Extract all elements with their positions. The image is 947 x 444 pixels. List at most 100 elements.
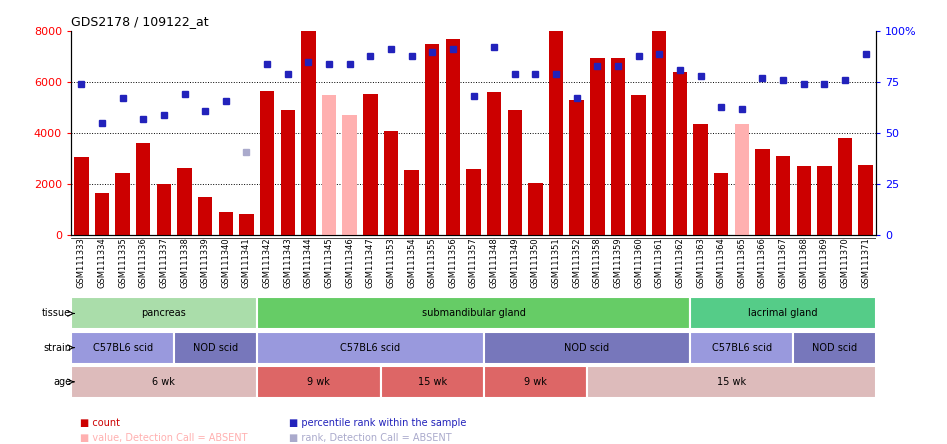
Text: GSM111360: GSM111360 <box>634 238 643 288</box>
Bar <box>259 91 275 235</box>
Text: GSM111334: GSM111334 <box>98 238 106 288</box>
Text: GSM111349: GSM111349 <box>510 238 519 288</box>
Text: GSM111359: GSM111359 <box>614 238 622 288</box>
Bar <box>484 366 587 398</box>
Text: GSM111363: GSM111363 <box>696 238 705 289</box>
Bar <box>587 366 876 398</box>
Bar <box>858 165 873 235</box>
Bar <box>198 197 212 235</box>
Text: GSM111353: GSM111353 <box>386 238 396 288</box>
Text: ■ count: ■ count <box>80 418 120 428</box>
Text: GDS2178 / 109122_at: GDS2178 / 109122_at <box>71 16 208 28</box>
Bar <box>156 184 171 235</box>
Text: GSM111357: GSM111357 <box>469 238 478 288</box>
Bar <box>690 297 876 329</box>
Text: GSM111338: GSM111338 <box>180 238 189 289</box>
Text: age: age <box>53 377 71 387</box>
Text: GSM111370: GSM111370 <box>841 238 849 288</box>
Text: GSM111371: GSM111371 <box>861 238 870 288</box>
Text: GSM111340: GSM111340 <box>222 238 230 288</box>
Text: GSM111364: GSM111364 <box>717 238 725 288</box>
Text: GSM111339: GSM111339 <box>201 238 209 288</box>
Bar <box>219 212 233 235</box>
Text: GSM111344: GSM111344 <box>304 238 313 288</box>
Text: GSM111368: GSM111368 <box>799 238 808 289</box>
Bar <box>776 156 791 235</box>
Text: pancreas: pancreas <box>141 309 187 318</box>
Text: GSM111358: GSM111358 <box>593 238 602 288</box>
Text: 9 wk: 9 wk <box>307 377 331 387</box>
Bar <box>136 143 151 235</box>
Bar <box>735 124 749 235</box>
Bar <box>484 332 690 364</box>
Bar <box>693 124 707 235</box>
Bar <box>343 115 357 235</box>
Bar <box>714 173 728 235</box>
Text: GSM111342: GSM111342 <box>262 238 272 288</box>
Text: 15 wk: 15 wk <box>418 377 447 387</box>
Text: GSM111362: GSM111362 <box>675 238 685 288</box>
Bar <box>611 58 625 235</box>
Bar <box>794 332 876 364</box>
Text: tissue: tissue <box>42 309 71 318</box>
Text: lacrimal gland: lacrimal gland <box>748 309 818 318</box>
Text: ■ value, Detection Call = ABSENT: ■ value, Detection Call = ABSENT <box>80 433 248 444</box>
Bar <box>549 31 563 235</box>
Bar <box>796 166 811 235</box>
Bar <box>363 94 378 235</box>
Text: GSM111351: GSM111351 <box>551 238 561 288</box>
Bar <box>71 332 174 364</box>
Text: GSM111345: GSM111345 <box>325 238 333 288</box>
Bar <box>301 31 315 235</box>
Text: GSM111355: GSM111355 <box>428 238 437 288</box>
Text: GSM111352: GSM111352 <box>572 238 581 288</box>
Text: NOD scid: NOD scid <box>813 343 857 353</box>
Text: GSM111366: GSM111366 <box>758 238 767 289</box>
Bar <box>487 92 501 235</box>
Text: NOD scid: NOD scid <box>564 343 610 353</box>
Text: submandibular gland: submandibular gland <box>421 309 526 318</box>
Bar <box>446 39 460 235</box>
Text: GSM111346: GSM111346 <box>345 238 354 288</box>
Bar <box>240 214 254 235</box>
Bar <box>174 332 257 364</box>
Text: GSM111347: GSM111347 <box>366 238 375 288</box>
Bar <box>322 95 336 235</box>
Bar <box>590 58 604 235</box>
Text: strain: strain <box>43 343 71 353</box>
Text: GSM111350: GSM111350 <box>531 238 540 288</box>
Text: 15 wk: 15 wk <box>717 377 746 387</box>
Bar <box>404 170 419 235</box>
Bar <box>257 297 690 329</box>
Bar <box>71 297 257 329</box>
Text: GSM111348: GSM111348 <box>490 238 499 288</box>
Bar <box>466 169 481 235</box>
Text: GSM111361: GSM111361 <box>654 238 664 288</box>
Text: GSM111367: GSM111367 <box>778 238 788 289</box>
Bar <box>257 332 484 364</box>
Bar <box>384 131 398 235</box>
Bar <box>71 366 257 398</box>
Text: GSM111365: GSM111365 <box>738 238 746 288</box>
Bar <box>528 183 543 235</box>
Text: GSM111336: GSM111336 <box>139 238 148 289</box>
Text: GSM111354: GSM111354 <box>407 238 416 288</box>
Text: 6 wk: 6 wk <box>152 377 175 387</box>
Bar <box>690 332 794 364</box>
Bar <box>652 31 667 235</box>
Bar <box>838 139 852 235</box>
Bar <box>381 366 484 398</box>
Text: NOD scid: NOD scid <box>193 343 238 353</box>
Bar <box>177 168 192 235</box>
Bar <box>569 100 584 235</box>
Text: GSM111356: GSM111356 <box>448 238 457 288</box>
Bar <box>116 173 130 235</box>
Text: 9 wk: 9 wk <box>524 377 546 387</box>
Bar <box>508 110 522 235</box>
Text: GSM111335: GSM111335 <box>118 238 127 288</box>
Bar <box>74 158 89 235</box>
Text: GSM111333: GSM111333 <box>77 238 86 289</box>
Bar <box>672 72 688 235</box>
Bar <box>756 149 770 235</box>
Text: C57BL6 scid: C57BL6 scid <box>340 343 401 353</box>
